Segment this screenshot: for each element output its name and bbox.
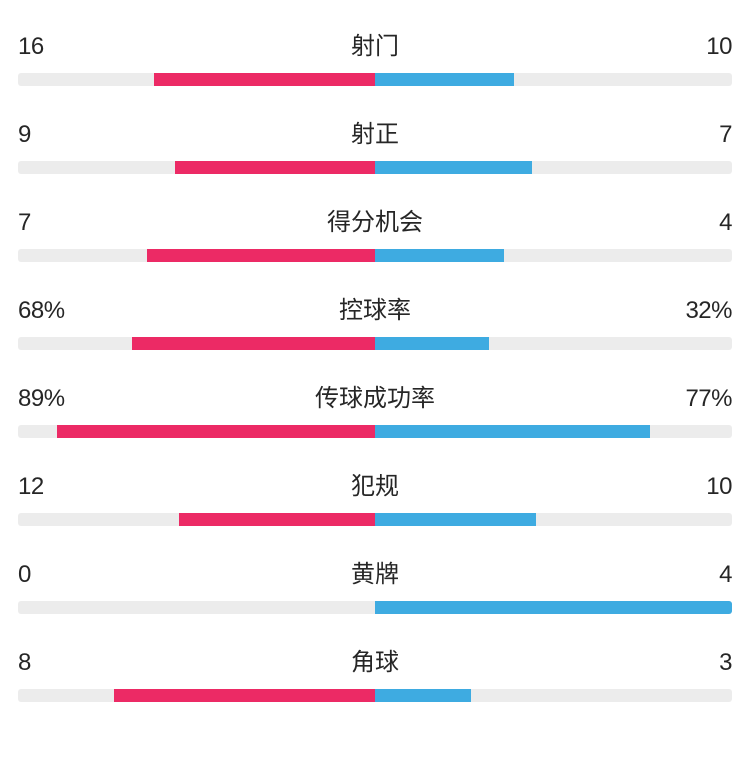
stat-label: 射门 <box>98 26 652 61</box>
stat-bar-left-fill <box>147 249 375 262</box>
stat-bar-left-fill <box>132 337 375 350</box>
stat-bar-right-fill <box>375 249 504 262</box>
stat-bar-left-fill <box>175 161 375 174</box>
stat-bar-right-fill <box>375 601 732 614</box>
stat-value-left: 0 <box>18 561 98 589</box>
stat-bar-track <box>18 337 732 350</box>
stat-bar-right-fill <box>375 337 489 350</box>
stat-label: 黄牌 <box>98 554 652 589</box>
stat-value-right: 3 <box>652 649 732 677</box>
stat-value-left: 68% <box>18 297 98 325</box>
stat-bar-left-fill <box>154 73 375 86</box>
stat-bar-track <box>18 249 732 262</box>
stat-bar-right-half <box>375 161 732 174</box>
stat-value-right: 4 <box>652 209 732 237</box>
stat-bar-right-half <box>375 513 732 526</box>
stat-bar-track <box>18 73 732 86</box>
stat-bar-right-fill <box>375 425 650 438</box>
stat-bar-right-half <box>375 73 732 86</box>
stat-header: 68%控球率32% <box>18 290 732 325</box>
stat-header: 12犯规10 <box>18 466 732 501</box>
stat-value-right: 10 <box>652 473 732 501</box>
stat-header: 7得分机会4 <box>18 202 732 237</box>
stat-bar-right-fill <box>375 161 532 174</box>
stat-bar-left-fill <box>57 425 375 438</box>
stat-bar-right-half <box>375 249 732 262</box>
stat-row: 89%传球成功率77% <box>18 378 732 438</box>
stat-header: 89%传球成功率77% <box>18 378 732 413</box>
stat-bar-track <box>18 161 732 174</box>
stat-bar-left-half <box>18 601 375 614</box>
stat-row: 12犯规10 <box>18 466 732 526</box>
stat-label: 控球率 <box>98 290 652 325</box>
stat-value-right: 32% <box>652 297 732 325</box>
stat-label: 传球成功率 <box>98 378 652 413</box>
stat-value-left: 9 <box>18 121 98 149</box>
stat-bar-right-fill <box>375 689 471 702</box>
stat-header: 0黄牌4 <box>18 554 732 589</box>
stat-label: 角球 <box>98 642 652 677</box>
stat-value-right: 4 <box>652 561 732 589</box>
stat-value-left: 16 <box>18 33 98 61</box>
stat-row: 0黄牌4 <box>18 554 732 614</box>
stat-row: 68%控球率32% <box>18 290 732 350</box>
stat-row: 7得分机会4 <box>18 202 732 262</box>
stat-bar-track <box>18 513 732 526</box>
stat-value-right: 10 <box>652 33 732 61</box>
stat-bar-left-half <box>18 249 375 262</box>
stat-value-left: 7 <box>18 209 98 237</box>
stat-header: 8角球3 <box>18 642 732 677</box>
stat-row: 16射门10 <box>18 26 732 86</box>
stat-value-left: 12 <box>18 473 98 501</box>
stat-bar-right-half <box>375 601 732 614</box>
stat-label: 得分机会 <box>98 202 652 237</box>
stat-row: 8角球3 <box>18 642 732 702</box>
stat-value-right: 77% <box>652 385 732 413</box>
stat-value-right: 7 <box>652 121 732 149</box>
stat-bar-left-half <box>18 161 375 174</box>
stat-header: 9射正7 <box>18 114 732 149</box>
stat-header: 16射门10 <box>18 26 732 61</box>
stat-bar-left-half <box>18 337 375 350</box>
stat-bar-right-fill <box>375 513 536 526</box>
stat-bar-right-half <box>375 337 732 350</box>
stat-bar-left-fill <box>179 513 375 526</box>
stat-label: 射正 <box>98 114 652 149</box>
stat-bar-right-half <box>375 689 732 702</box>
stat-value-left: 8 <box>18 649 98 677</box>
stat-bar-right-fill <box>375 73 514 86</box>
stat-bar-left-fill <box>114 689 375 702</box>
stat-bar-left-half <box>18 425 375 438</box>
stat-bar-track <box>18 425 732 438</box>
stat-bar-left-half <box>18 689 375 702</box>
stat-bar-left-half <box>18 513 375 526</box>
stat-row: 9射正7 <box>18 114 732 174</box>
stat-bar-right-half <box>375 425 732 438</box>
stat-value-left: 89% <box>18 385 98 413</box>
stat-bar-track <box>18 601 732 614</box>
stat-bar-track <box>18 689 732 702</box>
match-stats-list: 16射门109射正77得分机会468%控球率32%89%传球成功率77%12犯规… <box>18 26 732 702</box>
stat-label: 犯规 <box>98 466 652 501</box>
stat-bar-left-half <box>18 73 375 86</box>
